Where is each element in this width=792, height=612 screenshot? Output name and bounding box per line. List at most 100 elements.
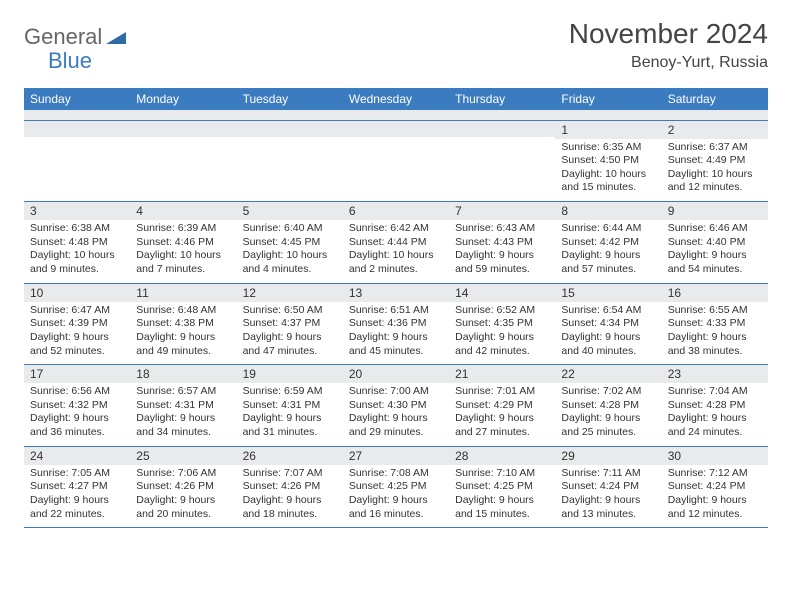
calendar-day-cell [24, 120, 130, 202]
calendar-day-cell: 26Sunrise: 7:07 AMSunset: 4:26 PMDayligh… [237, 446, 343, 528]
day-number: 10 [24, 284, 130, 302]
day-data-line: Daylight: 9 hours [30, 331, 124, 345]
calendar-day-cell: 5Sunrise: 6:40 AMSunset: 4:45 PMDaylight… [237, 202, 343, 284]
day-data-line: Sunset: 4:27 PM [30, 480, 124, 494]
day-data: Sunrise: 6:46 AMSunset: 4:40 PMDaylight:… [662, 220, 768, 283]
calendar-day-cell [449, 120, 555, 202]
day-data-line: Daylight: 9 hours [668, 494, 762, 508]
day-data-line: Sunrise: 6:47 AM [30, 304, 124, 318]
day-data-line: Sunset: 4:38 PM [136, 317, 230, 331]
day-data: Sunrise: 7:04 AMSunset: 4:28 PMDaylight:… [662, 383, 768, 446]
day-number: 3 [24, 202, 130, 220]
day-data-line: and 34 minutes. [136, 426, 230, 440]
day-number [24, 121, 130, 137]
day-data: Sunrise: 7:06 AMSunset: 4:26 PMDaylight:… [130, 465, 236, 528]
day-data-line: Sunrise: 7:02 AM [561, 385, 655, 399]
day-data-line: and 9 minutes. [30, 263, 124, 277]
day-data-line: Sunset: 4:28 PM [561, 399, 655, 413]
day-data: Sunrise: 6:43 AMSunset: 4:43 PMDaylight:… [449, 220, 555, 283]
day-number: 13 [343, 284, 449, 302]
day-data: Sunrise: 7:08 AMSunset: 4:25 PMDaylight:… [343, 465, 449, 528]
day-data-line: and 40 minutes. [561, 345, 655, 359]
day-data: Sunrise: 6:52 AMSunset: 4:35 PMDaylight:… [449, 302, 555, 365]
day-data-line: Daylight: 10 hours [668, 168, 762, 182]
calendar-header-row: SundayMondayTuesdayWednesdayThursdayFrid… [24, 88, 768, 110]
day-data-line: and 31 minutes. [243, 426, 337, 440]
day-data-line: Daylight: 9 hours [668, 331, 762, 345]
calendar-day-cell: 1Sunrise: 6:35 AMSunset: 4:50 PMDaylight… [555, 120, 661, 202]
day-data: Sunrise: 6:39 AMSunset: 4:46 PMDaylight:… [130, 220, 236, 283]
calendar-day-cell: 3Sunrise: 6:38 AMSunset: 4:48 PMDaylight… [24, 202, 130, 284]
day-data-line: and 2 minutes. [349, 263, 443, 277]
day-data-line: Sunset: 4:36 PM [349, 317, 443, 331]
day-number: 7 [449, 202, 555, 220]
day-data-line: Daylight: 9 hours [668, 412, 762, 426]
day-data-line: and 52 minutes. [30, 345, 124, 359]
day-data-line: Sunset: 4:46 PM [136, 236, 230, 250]
brand-text-2: Blue [48, 48, 92, 73]
day-data-line: and 36 minutes. [30, 426, 124, 440]
calendar-day-cell: 7Sunrise: 6:43 AMSunset: 4:43 PMDaylight… [449, 202, 555, 284]
calendar-day-cell: 8Sunrise: 6:44 AMSunset: 4:42 PMDaylight… [555, 202, 661, 284]
day-data-line: Sunset: 4:34 PM [561, 317, 655, 331]
day-data-line: Sunrise: 7:08 AM [349, 467, 443, 481]
day-number: 1 [555, 121, 661, 139]
day-data-line: Sunset: 4:44 PM [349, 236, 443, 250]
day-data-line: Sunset: 4:29 PM [455, 399, 549, 413]
day-number [130, 121, 236, 137]
weekday-header: Tuesday [237, 88, 343, 110]
day-data: Sunrise: 6:35 AMSunset: 4:50 PMDaylight:… [555, 139, 661, 202]
day-data-line: Sunrise: 6:50 AM [243, 304, 337, 318]
day-number: 9 [662, 202, 768, 220]
day-data-line: Sunrise: 6:57 AM [136, 385, 230, 399]
day-data-line: Daylight: 10 hours [136, 249, 230, 263]
day-data-line: Daylight: 9 hours [349, 412, 443, 426]
day-data-line: and 12 minutes. [668, 181, 762, 195]
day-data-line: Daylight: 9 hours [243, 412, 337, 426]
day-data-line: and 15 minutes. [455, 508, 549, 522]
day-data-line: Sunrise: 6:55 AM [668, 304, 762, 318]
calendar-day-cell: 27Sunrise: 7:08 AMSunset: 4:25 PMDayligh… [343, 446, 449, 528]
calendar-day-cell [130, 120, 236, 202]
weekday-header: Sunday [24, 88, 130, 110]
day-data-line: and 38 minutes. [668, 345, 762, 359]
day-data-line: Daylight: 9 hours [668, 249, 762, 263]
day-data-line: Sunrise: 7:01 AM [455, 385, 549, 399]
day-number [237, 121, 343, 137]
day-data-line: Daylight: 9 hours [561, 331, 655, 345]
day-data-line: and 22 minutes. [30, 508, 124, 522]
day-data-line: Sunset: 4:50 PM [561, 154, 655, 168]
day-data: Sunrise: 6:37 AMSunset: 4:49 PMDaylight:… [662, 139, 768, 202]
day-data-line: Sunset: 4:31 PM [243, 399, 337, 413]
weekday-header: Wednesday [343, 88, 449, 110]
calendar-week-row: 3Sunrise: 6:38 AMSunset: 4:48 PMDaylight… [24, 202, 768, 284]
day-data-line: Sunrise: 7:04 AM [668, 385, 762, 399]
day-data-line: Sunset: 4:26 PM [243, 480, 337, 494]
day-data: Sunrise: 7:00 AMSunset: 4:30 PMDaylight:… [343, 383, 449, 446]
day-data-line: Daylight: 9 hours [30, 494, 124, 508]
calendar-day-cell: 25Sunrise: 7:06 AMSunset: 4:26 PMDayligh… [130, 446, 236, 528]
day-number: 21 [449, 365, 555, 383]
day-number: 28 [449, 447, 555, 465]
day-data-line: Sunset: 4:24 PM [561, 480, 655, 494]
day-data: Sunrise: 6:51 AMSunset: 4:36 PMDaylight:… [343, 302, 449, 365]
day-data-line: and 25 minutes. [561, 426, 655, 440]
calendar-table: SundayMondayTuesdayWednesdayThursdayFrid… [24, 88, 768, 528]
month-title: November 2024 [569, 18, 768, 50]
calendar-day-cell: 22Sunrise: 7:02 AMSunset: 4:28 PMDayligh… [555, 365, 661, 447]
day-number: 14 [449, 284, 555, 302]
day-data: Sunrise: 7:01 AMSunset: 4:29 PMDaylight:… [449, 383, 555, 446]
day-data: Sunrise: 6:56 AMSunset: 4:32 PMDaylight:… [24, 383, 130, 446]
day-data-line: Daylight: 9 hours [136, 494, 230, 508]
day-number: 15 [555, 284, 661, 302]
day-data-line: and 49 minutes. [136, 345, 230, 359]
calendar-day-cell: 18Sunrise: 6:57 AMSunset: 4:31 PMDayligh… [130, 365, 236, 447]
day-data-line: Sunset: 4:26 PM [136, 480, 230, 494]
day-data: Sunrise: 6:57 AMSunset: 4:31 PMDaylight:… [130, 383, 236, 446]
day-data-line: Sunrise: 6:54 AM [561, 304, 655, 318]
calendar-day-cell: 16Sunrise: 6:55 AMSunset: 4:33 PMDayligh… [662, 283, 768, 365]
day-data-line: Sunset: 4:25 PM [349, 480, 443, 494]
day-number: 26 [237, 447, 343, 465]
day-data-line: Daylight: 10 hours [243, 249, 337, 263]
weekday-header: Saturday [662, 88, 768, 110]
